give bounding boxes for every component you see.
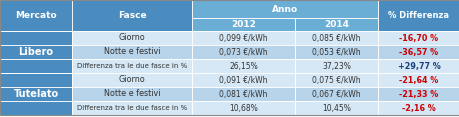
Bar xyxy=(191,87,294,101)
Bar xyxy=(377,45,459,59)
Bar xyxy=(72,31,191,45)
Text: Differenza tra le due fasce in %: Differenza tra le due fasce in % xyxy=(77,105,187,111)
Bar xyxy=(72,59,191,73)
Bar xyxy=(191,59,294,73)
Bar xyxy=(294,73,377,87)
Text: Anno: Anno xyxy=(271,4,297,13)
Bar xyxy=(191,18,294,31)
Text: 0,073 €/kWh: 0,073 €/kWh xyxy=(218,48,267,57)
Text: 2014: 2014 xyxy=(323,20,348,29)
Text: 0,067 €/kWh: 0,067 €/kWh xyxy=(312,90,360,99)
Bar xyxy=(72,87,191,101)
Bar xyxy=(0,31,72,73)
Text: Giorno: Giorno xyxy=(118,33,145,42)
Text: 2012: 2012 xyxy=(230,20,255,29)
Bar xyxy=(72,73,191,87)
Bar xyxy=(377,59,459,73)
Text: 0,075 €/kWh: 0,075 €/kWh xyxy=(312,75,360,84)
Text: 26,15%: 26,15% xyxy=(229,62,257,71)
Text: 37,23%: 37,23% xyxy=(321,62,350,71)
Text: 0,085 €/kWh: 0,085 €/kWh xyxy=(312,33,360,42)
Text: Notte e festivi: Notte e festivi xyxy=(104,90,160,99)
Text: Notte e festivi: Notte e festivi xyxy=(104,48,160,57)
Bar xyxy=(0,59,72,73)
Bar xyxy=(377,31,459,45)
Text: 10,45%: 10,45% xyxy=(321,104,350,113)
Bar xyxy=(0,45,72,59)
Text: 10,68%: 10,68% xyxy=(229,104,257,113)
Bar xyxy=(191,101,294,115)
Bar xyxy=(191,73,294,87)
Text: Libero: Libero xyxy=(18,47,53,57)
Bar xyxy=(0,101,72,115)
Bar xyxy=(377,73,459,87)
Text: -36,57 %: -36,57 % xyxy=(398,48,437,57)
Text: Fasce: Fasce xyxy=(118,11,146,20)
Text: 0,099 €/kWh: 0,099 €/kWh xyxy=(218,33,267,42)
Bar xyxy=(191,31,294,45)
Bar xyxy=(294,59,377,73)
Bar xyxy=(294,101,377,115)
Bar xyxy=(294,18,377,31)
Bar xyxy=(377,101,459,115)
Text: -2,16 %: -2,16 % xyxy=(401,104,435,113)
Bar xyxy=(294,87,377,101)
Text: 0,091 €/kWh: 0,091 €/kWh xyxy=(219,75,267,84)
Bar xyxy=(0,31,72,45)
Text: 0,081 €/kWh: 0,081 €/kWh xyxy=(219,90,267,99)
Bar xyxy=(72,101,191,115)
Bar xyxy=(377,0,459,31)
Text: -16,70 %: -16,70 % xyxy=(398,33,437,42)
Text: 0,053 €/kWh: 0,053 €/kWh xyxy=(312,48,360,57)
Text: Tutelato: Tutelato xyxy=(13,89,58,99)
Text: Mercato: Mercato xyxy=(15,11,57,20)
Text: Giorno: Giorno xyxy=(118,75,145,84)
Bar xyxy=(0,0,72,31)
Bar xyxy=(0,73,72,115)
Bar xyxy=(191,0,377,18)
Bar xyxy=(0,73,72,87)
Bar xyxy=(72,0,191,31)
Text: Differenza tra le due fasce in %: Differenza tra le due fasce in % xyxy=(77,63,187,69)
Text: % Differenza: % Differenza xyxy=(388,11,448,20)
Bar xyxy=(377,87,459,101)
Bar xyxy=(0,87,72,101)
Bar xyxy=(294,31,377,45)
Bar xyxy=(294,45,377,59)
Text: -21,64 %: -21,64 % xyxy=(398,75,438,84)
Text: +29,77 %: +29,77 % xyxy=(397,62,439,71)
Bar xyxy=(72,45,191,59)
Text: -21,33 %: -21,33 % xyxy=(398,90,438,99)
Bar xyxy=(191,45,294,59)
